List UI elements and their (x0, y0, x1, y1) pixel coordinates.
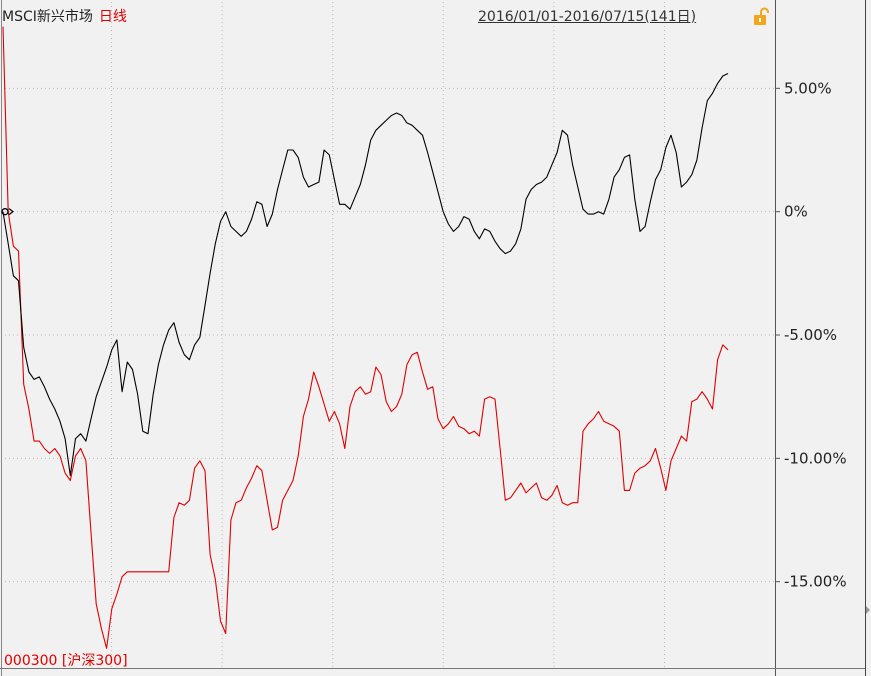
unlock-icon[interactable] (752, 6, 772, 26)
y-tick-label: -10.00% (784, 449, 847, 467)
series-line-msci[interactable] (2, 73, 729, 477)
y-tick-label: -15.00% (784, 573, 847, 591)
series-line-hs300[interactable] (2, 26, 729, 649)
chart-title: MSCI新兴市场 日线 (2, 6, 127, 26)
start-point-marker (1, 208, 9, 216)
y-tick-label: 0% (784, 203, 808, 221)
y-tick-label: -5.00% (784, 326, 837, 344)
start-arrow-icon (8, 208, 14, 216)
index-name: MSCI新兴市场 (2, 9, 93, 25)
period-mode[interactable]: 日线 (98, 9, 127, 25)
y-axis-ticks: 5.00% 0% -5.00% -10.00% -15.00% (775, 79, 847, 591)
benchmark-label: 000300 [沪深300] (4, 653, 128, 669)
series-layer (2, 26, 729, 649)
scroll-arrow-icon[interactable] (866, 606, 870, 614)
start-marker (1, 208, 14, 216)
y-tick-label: 5.00% (784, 79, 832, 97)
date-range[interactable]: 2016/01/01-2016/07/15(141日) (478, 9, 697, 25)
grid (1, 2, 775, 668)
